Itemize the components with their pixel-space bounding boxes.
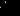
Ellipse shape [12, 8, 13, 9]
Polygon shape [7, 9, 14, 12]
Text: 8: 8 [3, 0, 17, 16]
Polygon shape [10, 4, 17, 7]
Polygon shape [10, 7, 16, 10]
Text: Z: Z [0, 0, 15, 16]
Polygon shape [7, 6, 14, 8]
Polygon shape [9, 8, 15, 10]
Text: 5: 5 [5, 0, 20, 16]
Polygon shape [8, 8, 17, 11]
Text: 6: 6 [6, 0, 20, 16]
Polygon shape [9, 8, 16, 10]
Polygon shape [7, 4, 10, 6]
Polygon shape [14, 6, 17, 9]
Polygon shape [9, 8, 15, 10]
Polygon shape [8, 9, 14, 11]
Text: 2: 2 [15, 0, 20, 16]
Text: 3: 3 [6, 0, 20, 16]
Text: X: X [0, 0, 16, 16]
Polygon shape [15, 8, 16, 9]
Polygon shape [7, 6, 14, 8]
Polygon shape [14, 10, 17, 12]
Text: Dy(n-1): Dy(n-1) [0, 0, 7, 14]
Polygon shape [9, 8, 16, 10]
Text: Dy2: Dy2 [0, 0, 5, 15]
Text: Dx2: Dx2 [0, 0, 5, 16]
Text: Dyn: Dyn [0, 0, 7, 14]
Polygon shape [7, 6, 14, 9]
Polygon shape [7, 5, 17, 9]
Text: Dy1: Dy1 [0, 0, 5, 16]
Polygon shape [7, 4, 17, 8]
Text: Dx(m-1): Dx(m-1) [0, 0, 7, 16]
Text: 4: 4 [9, 0, 20, 16]
Text: Hv: Hv [11, 0, 20, 2]
Polygon shape [10, 7, 17, 10]
Text: Dx1: Dx1 [0, 0, 5, 16]
Text: 1: 1 [7, 0, 20, 16]
Text: 9: 9 [7, 0, 20, 16]
Polygon shape [8, 7, 17, 11]
Polygon shape [7, 7, 17, 11]
Polygon shape [7, 7, 10, 10]
Text: Y: Y [0, 0, 16, 16]
Polygon shape [9, 8, 15, 10]
Text: Dxm: Dxm [0, 0, 8, 16]
